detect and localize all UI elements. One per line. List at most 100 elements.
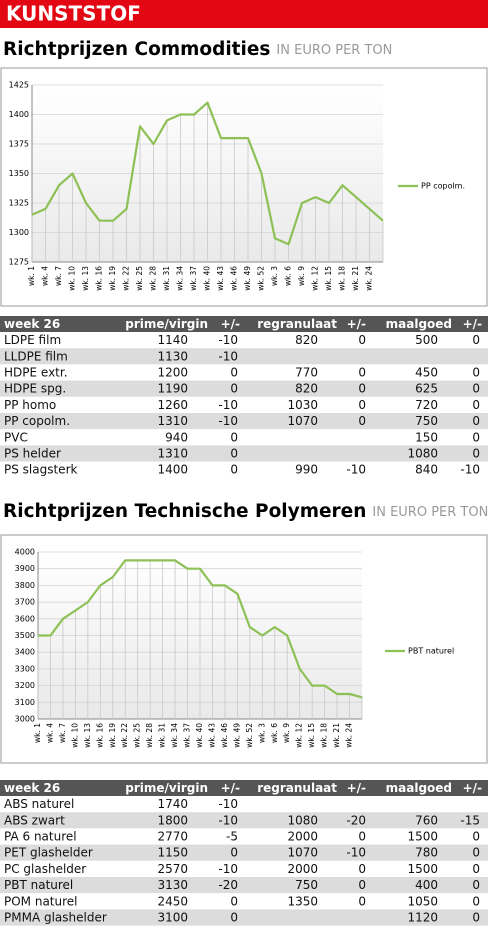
series-line	[38, 559, 363, 699]
x-tick-label: wk. 31	[162, 266, 171, 291]
table-cell: 820	[295, 382, 318, 396]
x-tick-label: wk. 19	[108, 723, 117, 748]
table-cell: 1080	[407, 447, 438, 461]
table-cell: HDPE extr.	[4, 366, 68, 380]
table-cell: 0	[472, 414, 480, 428]
table-row	[0, 844, 488, 861]
series-line	[31, 101, 384, 246]
y-tick-label: 3600	[15, 614, 35, 623]
table-cell: 1500	[407, 830, 438, 844]
table-row	[0, 461, 488, 478]
legend-label: PP copolm.	[421, 182, 465, 191]
table-cell: 1070	[287, 414, 318, 428]
table-cell: 2770	[157, 830, 188, 844]
table-cell: LLDPE film	[4, 349, 68, 363]
x-tick-label: wk. 46	[230, 266, 239, 291]
table-row	[0, 828, 488, 845]
table-cell: 0	[230, 894, 238, 908]
x-tick-label: wk. 15	[324, 266, 333, 291]
table-cell: -10	[218, 813, 238, 827]
x-tick-label: wk. 7	[54, 266, 63, 286]
x-tick-label: wk. 24	[365, 266, 374, 291]
table-cell: 0	[472, 366, 480, 380]
y-tick-label: 3100	[15, 698, 35, 707]
table-cell: 0	[472, 862, 480, 876]
table-header	[0, 780, 488, 796]
table-cell: PS slagsterk	[4, 463, 77, 477]
x-tick-label: wk. 19	[108, 266, 117, 291]
table-cell: 3100	[157, 911, 188, 925]
table-cell: 400	[415, 878, 438, 892]
table-row	[0, 796, 488, 813]
table-cell: 0	[358, 894, 366, 908]
table-cell: 1120	[407, 911, 438, 925]
column-header: regranulaat	[257, 317, 337, 331]
y-tick-label: 3700	[15, 598, 35, 607]
table-cell: PC glashelder	[4, 862, 86, 876]
table-row	[0, 893, 488, 910]
y-tick-label: 1300	[9, 228, 29, 237]
column-header: prime/virgin	[125, 781, 208, 795]
x-tick-label: wk. 22	[120, 723, 129, 748]
table-cell: 2000	[287, 862, 318, 876]
table-cell: 150	[415, 430, 438, 444]
x-tick-label: wk. 49	[232, 723, 241, 748]
y-tick-label: 3500	[15, 631, 35, 640]
table-cell: -10	[346, 463, 366, 477]
table-cell: 0	[358, 366, 366, 380]
table-row	[0, 364, 488, 381]
column-header: maalgoed	[386, 317, 452, 331]
table-cell: 0	[472, 382, 480, 396]
table-cell: 750	[295, 878, 318, 892]
x-tick-label: wk. 13	[81, 266, 90, 291]
table-row	[0, 909, 488, 926]
chart-heading: Richtprijzen Technische Polymeren IN EURO…	[3, 501, 488, 522]
table-cell: 1740	[157, 797, 188, 811]
table-cell: -10	[218, 333, 238, 347]
chart-heading: Richtprijzen Commodities IN EURO PER TON	[3, 39, 392, 60]
table-cell: 1070	[287, 846, 318, 860]
table-cell: PBT naturel	[4, 878, 73, 892]
table-cell: 1140	[157, 333, 188, 347]
y-tick-label: 3200	[15, 681, 35, 690]
table-cell: 0	[358, 414, 366, 428]
x-tick-label: wk. 21	[332, 723, 341, 748]
table-cell: ABS naturel	[4, 797, 74, 811]
table-cell: 0	[472, 894, 480, 908]
y-tick-label: 3800	[15, 581, 35, 590]
table-cell: 1350	[287, 894, 318, 908]
table-cell: PS helder	[4, 447, 61, 461]
table-cell: 0	[472, 333, 480, 347]
table-cell: -10	[218, 398, 238, 412]
table-cell: 0	[230, 447, 238, 461]
x-tick-label: wk. 10	[70, 723, 79, 748]
table-row	[0, 396, 488, 413]
table-cell: 1260	[157, 398, 188, 412]
table-cell: 1200	[157, 366, 188, 380]
table-cell: 3130	[157, 878, 188, 892]
table-cell: PMMA glashelder	[4, 911, 107, 925]
table-row	[0, 380, 488, 397]
table-cell: PET glashelder	[4, 846, 93, 860]
table-cell: 0	[358, 333, 366, 347]
x-tick-label: wk. 6	[284, 266, 293, 286]
table-cell: ABS zwart	[4, 813, 65, 827]
table-cell: 0	[472, 430, 480, 444]
x-tick-label: wk. 13	[83, 723, 92, 748]
column-header: regranulaat	[257, 781, 337, 795]
table-row	[0, 429, 488, 446]
x-tick-label: wk. 43	[216, 266, 225, 291]
y-tick-label: 1425	[9, 81, 29, 90]
x-tick-label: wk. 1	[27, 266, 36, 286]
x-tick-label: wk. 7	[58, 723, 67, 743]
table-cell: 0	[472, 398, 480, 412]
table-cell: HDPE spg.	[4, 382, 66, 396]
table-cell: 0	[358, 382, 366, 396]
table-cell: 0	[230, 382, 238, 396]
table-cell: 2570	[157, 862, 188, 876]
table-cell: 1150	[157, 846, 188, 860]
y-tick-label: 1350	[9, 169, 29, 178]
x-tick-label: wk. 12	[295, 723, 304, 748]
column-header: week 26	[4, 317, 60, 331]
